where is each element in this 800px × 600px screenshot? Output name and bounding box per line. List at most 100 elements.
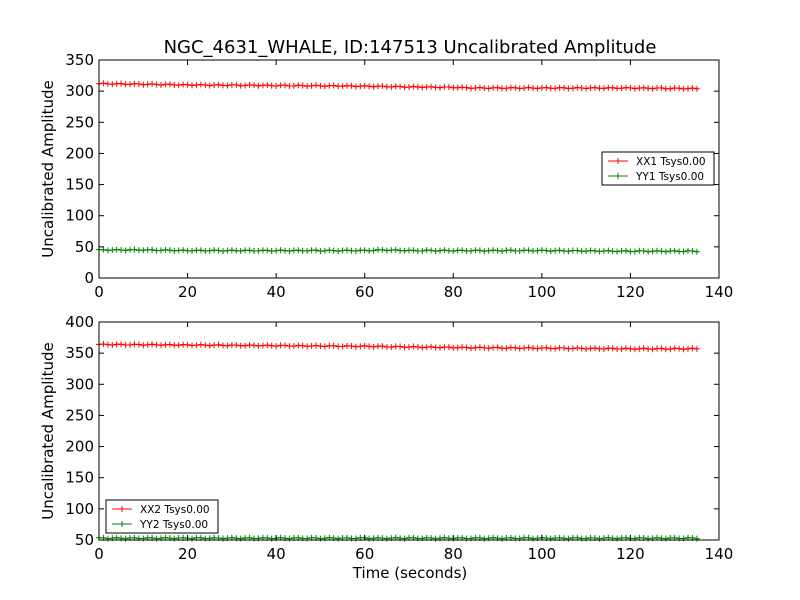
x-tick-label: 80 xyxy=(444,283,463,301)
x-tick-label: 40 xyxy=(267,283,286,301)
data-point xyxy=(135,341,142,348)
y-tick-label: 150 xyxy=(65,176,94,194)
data-point xyxy=(330,82,337,89)
legend-label: YY1 Tsys0.00 xyxy=(635,171,704,183)
legend-label: XX1 Tsys0.00 xyxy=(636,156,706,168)
y-tick-label: 50 xyxy=(75,238,94,256)
chart-panel-top: 0 20 40 60 80 100 120 140 0 50 100 150 200 250 300 350 U… xyxy=(39,51,733,301)
chart-panel-bottom: 0 20 40 60 80 100 120 140 50 100 150 200 250 300 350 40… xyxy=(39,313,733,563)
data-point xyxy=(100,80,107,87)
data-point xyxy=(680,535,687,542)
data-point xyxy=(313,82,319,89)
data-point xyxy=(122,247,129,254)
data-point xyxy=(543,84,550,91)
y-tick-label: 350 xyxy=(65,51,94,69)
series-2-1 xyxy=(96,341,700,353)
data-point xyxy=(463,84,470,91)
data-point xyxy=(131,246,138,253)
data-point xyxy=(565,248,572,255)
data-point xyxy=(494,84,501,91)
data-point xyxy=(640,248,647,254)
data-point xyxy=(339,343,346,350)
data-point xyxy=(618,85,625,92)
legend-frame xyxy=(105,499,219,534)
data-point xyxy=(313,247,319,254)
data-point xyxy=(175,342,182,349)
data-point xyxy=(397,83,404,90)
data-point xyxy=(680,248,687,255)
x-tick-label: 120 xyxy=(616,545,645,563)
data-point xyxy=(693,85,700,92)
data-point xyxy=(224,82,231,89)
data-point xyxy=(583,85,590,92)
data-point xyxy=(233,81,240,88)
data-point xyxy=(370,247,377,254)
data-point xyxy=(361,82,368,89)
data-point xyxy=(313,342,319,349)
data-point xyxy=(264,342,271,349)
y-axis-label: Uncalibrated Amplitude xyxy=(39,80,57,257)
data-point xyxy=(503,345,510,352)
data-point xyxy=(392,246,399,253)
data-point xyxy=(521,85,528,92)
data-point xyxy=(662,535,669,542)
data-point xyxy=(592,345,598,352)
data-point xyxy=(357,343,364,350)
legend-label: XX2 Tsys0.00 xyxy=(140,504,210,516)
data-point xyxy=(122,535,129,542)
data-point xyxy=(406,84,412,91)
legend-marker xyxy=(119,506,125,512)
data-point xyxy=(485,247,492,254)
x-tick-label: 20 xyxy=(178,283,197,301)
data-point xyxy=(335,535,342,542)
data-point xyxy=(149,80,156,87)
data-point xyxy=(273,247,280,254)
legend-frame xyxy=(601,151,715,186)
x-tick-label: 140 xyxy=(705,283,734,301)
data-point xyxy=(215,341,222,348)
data-point xyxy=(171,535,178,542)
data-point xyxy=(180,247,187,254)
data-point xyxy=(224,342,231,349)
data-point xyxy=(304,247,311,254)
data-point xyxy=(414,83,421,90)
data-point xyxy=(273,343,280,350)
data-point xyxy=(361,342,368,349)
data-point xyxy=(397,343,404,350)
data-point xyxy=(667,85,674,92)
data-point xyxy=(335,248,342,255)
data-point xyxy=(689,85,696,92)
data-point xyxy=(693,345,700,352)
y-tick-label: 400 xyxy=(65,313,94,331)
y-tick-label: 100 xyxy=(65,207,94,225)
data-point xyxy=(463,344,470,351)
data-point xyxy=(197,341,204,348)
data-point xyxy=(277,247,284,254)
data-point xyxy=(454,84,461,91)
figure-title: NGC_4631_WHALE, ID:147513 Uncalibrated A… xyxy=(164,37,657,58)
data-point xyxy=(370,343,377,350)
data-point xyxy=(166,247,173,254)
data-point xyxy=(295,247,302,254)
data-point xyxy=(654,247,660,254)
data-point xyxy=(414,344,421,350)
data-point xyxy=(627,84,634,91)
data-point xyxy=(689,345,696,352)
data-point xyxy=(450,248,457,255)
data-point xyxy=(206,247,213,254)
data-point xyxy=(321,83,328,90)
data-point xyxy=(352,535,359,542)
data-point xyxy=(640,345,647,352)
data-point xyxy=(565,535,572,542)
data-point xyxy=(561,345,567,351)
data-point xyxy=(445,344,452,351)
x-tick-label: 0 xyxy=(94,545,104,563)
data-point xyxy=(410,247,417,254)
data-point xyxy=(600,346,607,352)
legend: XX1 Tsys0.00 YY1 Tsys0.00 xyxy=(601,151,715,186)
data-point xyxy=(100,246,107,253)
y-tick-label: 250 xyxy=(65,406,94,424)
data-point xyxy=(228,247,235,254)
data-point xyxy=(379,246,386,253)
